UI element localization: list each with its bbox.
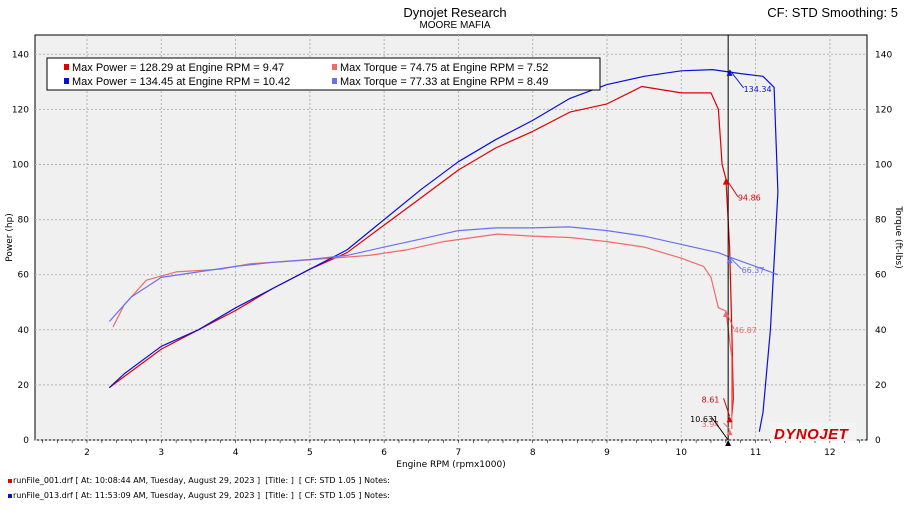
y-tick-label-right: 80 — [875, 216, 887, 226]
y-tick-label-left: 60 — [18, 271, 30, 281]
footer-run2: runFile_013.drf [ At: 11:53:09 AM, Tuesd… — [8, 491, 390, 500]
legend-entry: Max Torque = 74.75 at Engine RPM = 7.52 — [340, 62, 548, 74]
x-tick-label: 8 — [530, 448, 536, 458]
y-tick-label-right: 140 — [875, 50, 892, 60]
x-tick-label: 3 — [158, 448, 164, 458]
annotation-arrowhead — [722, 178, 729, 185]
y-tick-label-right: 120 — [875, 105, 892, 115]
x-axis-label: Engine RPM (rpmx1000) — [396, 460, 505, 470]
annotation-label: 3.94 — [702, 420, 720, 429]
legend-swatch — [64, 64, 69, 70]
x-tick-label: 7 — [456, 448, 462, 458]
legend-entry: Max Torque = 77.33 at Engine RPM = 8.49 — [340, 76, 548, 88]
x-tick-label: 11 — [750, 448, 761, 458]
chart-title: Dynojet Research — [403, 5, 507, 20]
y-axis-label-left: Power (hp) — [5, 213, 15, 262]
y-tick-label-right: 60 — [875, 271, 887, 281]
x-tick-label: 6 — [381, 448, 387, 458]
annotation-arrowhead — [726, 416, 733, 423]
x-tick-label: 12 — [824, 448, 835, 458]
annotation-arrow — [725, 178, 739, 197]
y-axis-label-right: Torque (ft-lbs) — [893, 205, 903, 269]
annotation-label: 66.37 — [742, 266, 765, 275]
legend-swatch — [332, 78, 337, 84]
annotation-label: 46.87 — [734, 326, 757, 335]
series-line-run2-torque — [108, 226, 779, 322]
annotation-arrowhead — [726, 429, 733, 436]
footer-run1-text: runFile_001.drf [ At: 10:08:44 AM, Tuesd… — [13, 476, 390, 485]
annotation-arrowhead — [726, 69, 733, 76]
annotation-label: 134.34 — [744, 85, 772, 94]
annotation-arrow — [723, 398, 731, 417]
legend: Max Power = 128.29 at Engine RPM = 9.47 M… — [46, 57, 601, 91]
y-tick-label-left: 40 — [18, 326, 30, 336]
y-tick-label-left: 100 — [12, 160, 29, 170]
y-tick-label-left: 140 — [12, 50, 29, 60]
x-tick-label: 2 — [84, 448, 90, 458]
annotation-label: 10.631 — [690, 415, 718, 424]
annotation-arrowhead — [722, 310, 729, 317]
y-tick-label-left: 120 — [12, 105, 29, 115]
run1-color-swatch — [8, 478, 12, 483]
legend-swatch — [64, 78, 69, 84]
x-tick-label: 4 — [233, 448, 239, 458]
logo-background — [770, 423, 856, 441]
annotation-arrowhead — [726, 257, 733, 264]
x-tick-label: 10 — [676, 448, 688, 458]
y-tick-label-right: 100 — [875, 160, 892, 170]
y-tick-label-right: 0 — [875, 436, 881, 446]
annotation-arrowhead — [725, 440, 732, 446]
correction-factor-info: CF: STD Smoothing: 5 — [767, 5, 898, 20]
annotation-arrow — [729, 256, 742, 270]
series-line-run1-torque — [112, 233, 733, 430]
annotation-arrow — [729, 69, 744, 89]
legend-box — [46, 57, 601, 91]
y-tick-label-left: 0 — [23, 436, 29, 446]
y-tick-label-left: 20 — [18, 381, 30, 391]
footer-run2-text: runFile_013.drf [ At: 11:53:09 AM, Tuesd… — [13, 491, 390, 500]
plot-area — [34, 34, 868, 441]
annotation-label: 8.61 — [702, 395, 720, 404]
footer-run1: runFile_001.drf [ At: 10:08:44 AM, Tuesd… — [8, 476, 390, 485]
annotation-arrow — [711, 417, 729, 441]
y-tick-label-right: 20 — [875, 381, 887, 391]
legend-entry: Max Power = 128.29 at Engine RPM = 9.47 — [72, 62, 284, 74]
x-tick-label: 9 — [604, 448, 610, 458]
run2-color-swatch — [8, 493, 12, 498]
x-tick-label: 5 — [307, 448, 313, 458]
annotation-arrow — [723, 422, 730, 430]
legend-swatch — [332, 64, 337, 70]
y-tick-label-left: 80 — [18, 216, 30, 226]
dynojet-logo: DYNOJET — [770, 423, 856, 443]
legend-entry: Max Power = 134.45 at Engine RPM = 10.42 — [72, 76, 290, 88]
annotation-label: 94.86 — [738, 194, 761, 203]
chart-subtitle: MOORE MAFIA — [419, 20, 491, 31]
y-tick-label-right: 40 — [875, 326, 887, 336]
series-line-run2-power — [108, 69, 779, 432]
logo-text: DYNOJET — [774, 426, 850, 443]
